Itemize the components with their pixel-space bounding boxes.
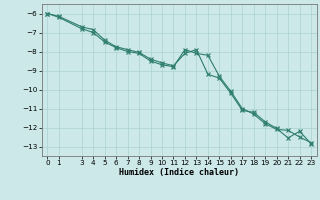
X-axis label: Humidex (Indice chaleur): Humidex (Indice chaleur) <box>119 168 239 177</box>
